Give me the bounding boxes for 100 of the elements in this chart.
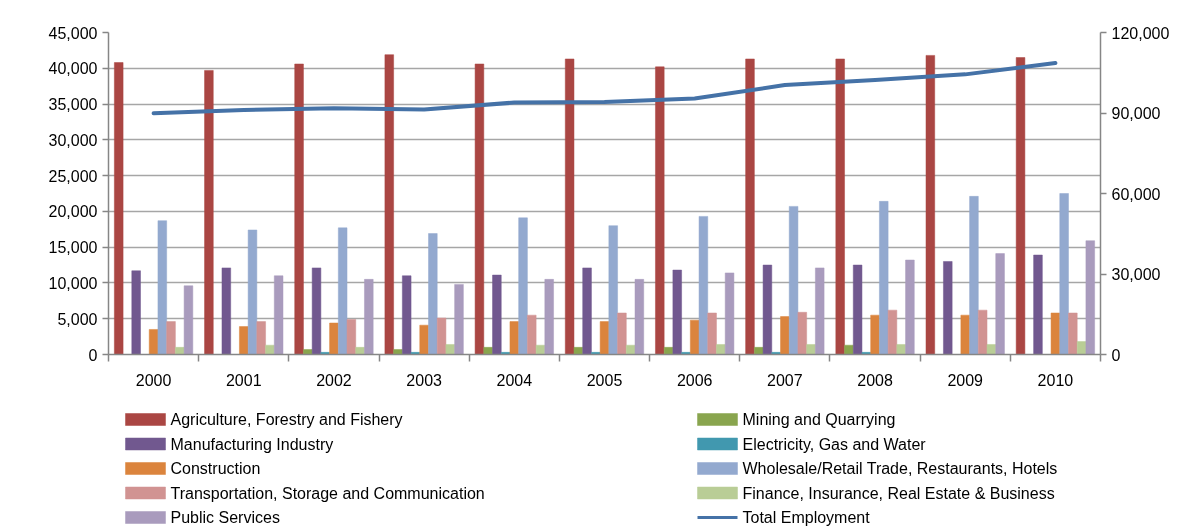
y2-tick-label: 30,000 — [1111, 266, 1161, 283]
bar — [256, 321, 266, 355]
bar — [745, 58, 755, 355]
line-series — [151, 61, 1058, 116]
bar — [815, 267, 825, 355]
bar — [1059, 193, 1069, 355]
bar — [853, 264, 863, 355]
bar — [925, 55, 935, 355]
x-tick-label: 2005 — [586, 371, 623, 389]
bar — [247, 229, 258, 355]
bar — [338, 227, 348, 355]
y2-tick-label: 60,000 — [1111, 185, 1161, 203]
bar — [157, 220, 167, 355]
bar — [698, 216, 709, 355]
y-tick-label: 5,000 — [57, 310, 98, 328]
bar — [1033, 254, 1043, 355]
y-tick-label: 0 — [88, 346, 98, 364]
y-tick-label: 40,000 — [48, 60, 98, 78]
legend-label: Agriculture, Forestry and Fishery — [170, 411, 403, 428]
bar — [978, 309, 988, 355]
legend-label: Public Services — [170, 509, 280, 526]
y-tick-label: 10,000 — [48, 274, 98, 292]
bar — [303, 349, 313, 355]
bar — [716, 344, 726, 355]
bar — [428, 233, 438, 355]
legend-label: Mining and Quarrying — [742, 411, 896, 428]
y-tick-label: 25,000 — [48, 167, 98, 185]
bar — [724, 272, 735, 355]
y2-tick-label: 90,000 — [1111, 105, 1161, 122]
bar — [346, 319, 356, 355]
bar — [599, 321, 610, 355]
bar — [166, 321, 176, 355]
legend-label: Wholesale/Retail Trade, Restaurants, Hotels — [742, 460, 1058, 477]
bar — [573, 347, 583, 355]
bar — [483, 347, 493, 355]
bar — [844, 344, 854, 355]
bar — [995, 253, 1005, 355]
bar — [445, 344, 455, 355]
legend-label: Manufacturing Industry — [170, 435, 334, 453]
bar — [402, 275, 412, 355]
x-tick-label: 2003 — [406, 371, 443, 389]
x-tick-label: 2002 — [316, 371, 352, 389]
legend-label: Finance, Insurance, Real Estate & Business — [742, 484, 1055, 502]
bar — [707, 312, 717, 355]
bar — [655, 66, 665, 355]
x-tick-label: 2010 — [1037, 371, 1074, 389]
bar — [364, 279, 374, 355]
bar — [311, 267, 322, 355]
bar — [762, 264, 773, 355]
bar — [1050, 312, 1061, 355]
x-tick-label: 2006 — [676, 371, 713, 389]
bar — [788, 206, 799, 355]
bar — [454, 284, 464, 355]
y2-tick-label: 120,000 — [1111, 24, 1170, 42]
bar — [870, 314, 880, 355]
bar — [419, 324, 429, 355]
bar — [329, 322, 339, 355]
bar — [492, 274, 502, 355]
x-tick-label: 2009 — [947, 371, 984, 389]
bar — [565, 58, 575, 355]
bar — [527, 314, 537, 355]
x-tick-label: 2008 — [857, 371, 893, 389]
bar — [943, 261, 953, 355]
bar — [1068, 312, 1078, 355]
legend-label: Construction — [170, 460, 261, 477]
bar — [183, 285, 194, 355]
bar — [617, 312, 627, 355]
legend-label: Total Employment — [742, 509, 871, 526]
bar — [887, 309, 898, 355]
bar — [265, 344, 275, 355]
bar — [274, 275, 284, 355]
bar — [986, 344, 996, 355]
bar — [835, 58, 845, 355]
bar — [608, 225, 618, 355]
bar — [509, 321, 519, 355]
bar — [1085, 240, 1095, 355]
bar — [474, 63, 485, 355]
y-tick-label: 20,000 — [48, 203, 98, 221]
bar — [544, 279, 554, 355]
bar — [294, 63, 304, 355]
bar — [960, 314, 970, 355]
bar — [780, 316, 790, 355]
y-tick-label: 45,000 — [48, 24, 98, 42]
bar — [131, 270, 141, 355]
bar — [905, 259, 915, 355]
bar — [355, 347, 365, 355]
y2-tick-label: 0 — [1111, 346, 1121, 364]
y-tick-label: 30,000 — [48, 131, 98, 149]
bar — [806, 344, 816, 355]
x-tick-label: 2001 — [225, 371, 262, 389]
bar — [879, 201, 889, 355]
x-tick-label: 2004 — [496, 371, 533, 389]
bar — [393, 349, 403, 355]
bar — [969, 196, 979, 355]
bar — [1015, 57, 1026, 355]
bar — [672, 269, 682, 355]
bar — [535, 344, 546, 355]
bar — [221, 267, 231, 355]
bar — [436, 317, 447, 355]
legend-label: Electricity, Gas and Water — [742, 435, 927, 453]
